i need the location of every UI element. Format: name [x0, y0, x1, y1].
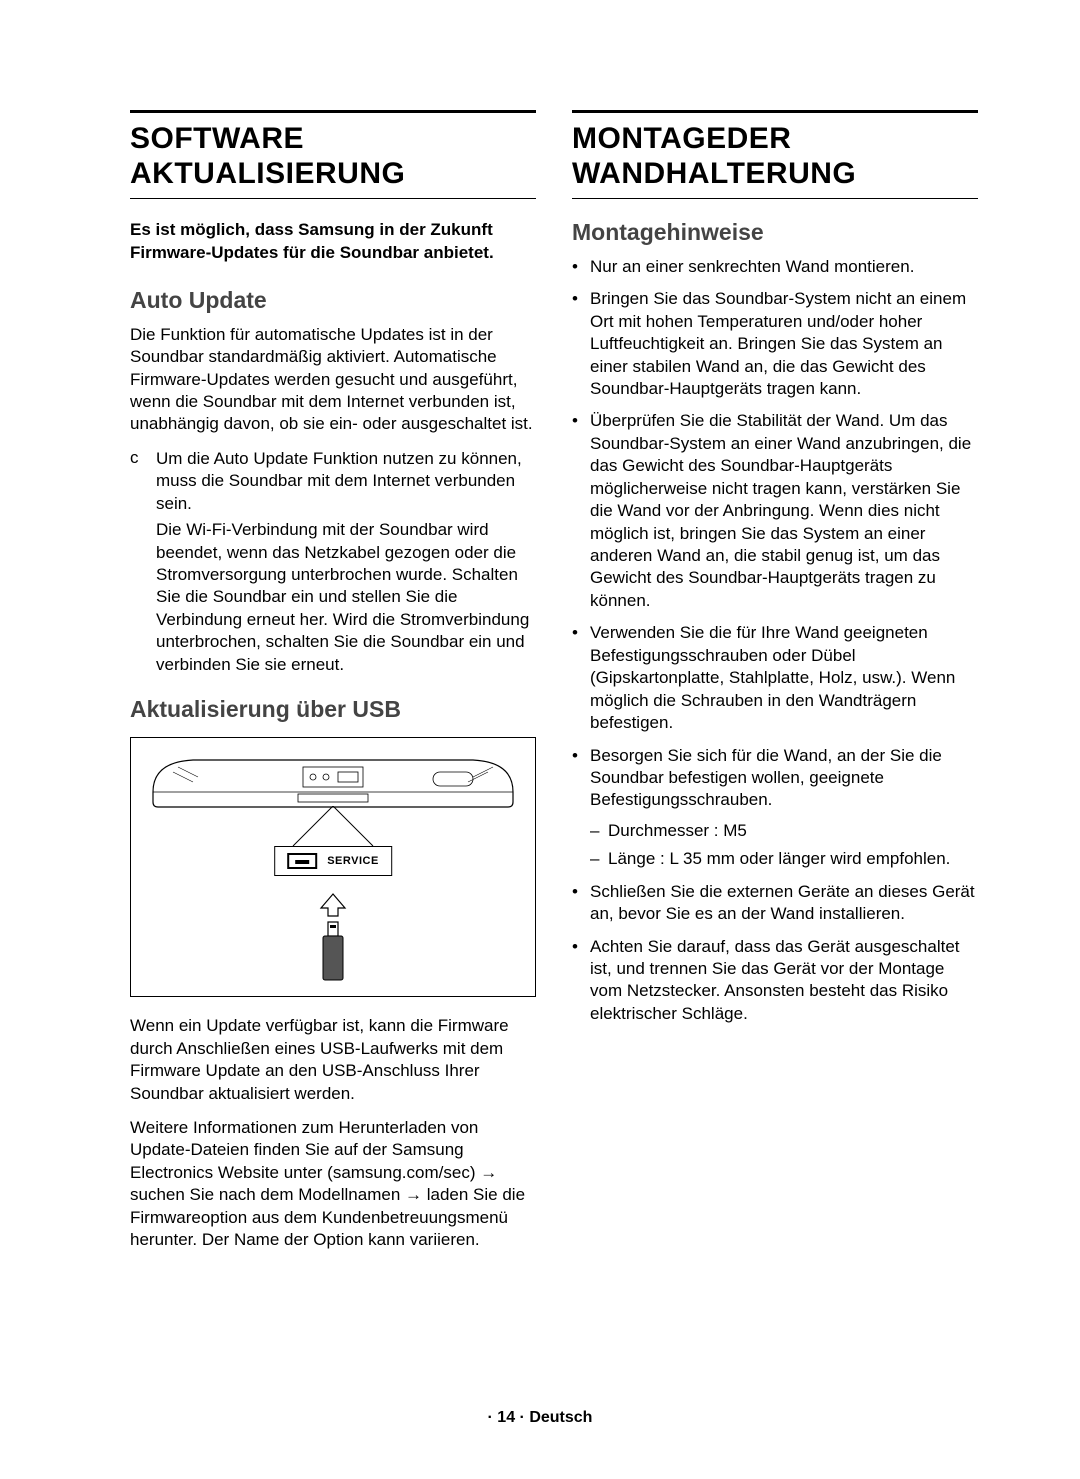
page: SOFTWARE AKTUALISIERUNG Es ist möglich, …: [0, 0, 1080, 1264]
heading-usb-update: Aktualisierung über USB: [130, 696, 536, 723]
usb-stick-icon: [320, 920, 346, 984]
list-item: Nur an einer senkrechten Wand montieren.: [572, 256, 978, 278]
soundbar-illustration: [141, 752, 525, 814]
usb-update-diagram: SERVICE: [130, 737, 536, 997]
heading-auto-update: Auto Update: [130, 287, 536, 314]
section-rule: [572, 110, 978, 113]
usb-port-icon: [287, 853, 317, 869]
note-body-1: Um die Auto Update Funktion nutzen zu kö…: [156, 448, 536, 515]
sub-list-item: Durchmesser : M5: [590, 820, 978, 842]
section-title-software: SOFTWARE AKTUALISIERUNG: [130, 121, 536, 199]
intro-text: Es ist möglich, dass Samsung in der Zuku…: [130, 219, 536, 265]
left-column: SOFTWARE AKTUALISIERUNG Es ist möglich, …: [130, 110, 536, 1264]
screw-spec-sublist: Durchmesser : M5 Länge : L 35 mm oder lä…: [590, 820, 978, 871]
service-label: SERVICE: [327, 855, 379, 867]
two-column-layout: SOFTWARE AKTUALISIERUNG Es ist möglich, …: [130, 110, 978, 1264]
section-rule: [130, 110, 536, 113]
note-marker: c: [130, 448, 146, 515]
list-item: Schließen Sie die externen Geräte an die…: [572, 881, 978, 926]
note-body-2: Die Wi-Fi-Verbindung mit der Soundbar wi…: [156, 519, 536, 676]
pointer-lines: [288, 806, 378, 846]
heading-mounting-hints: Montagehinweise: [572, 219, 978, 246]
note-row: c Um die Auto Update Funktion nutzen zu …: [130, 448, 536, 515]
page-footer: · 14 · Deutsch: [0, 1409, 1080, 1427]
usb-paragraph-1: Wenn ein Update verfügbar ist, kann die …: [130, 1015, 536, 1105]
list-item: Verwenden Sie die für Ihre Wand geeignet…: [572, 622, 978, 734]
service-port-callout: SERVICE: [274, 846, 392, 876]
list-item: Achten Sie darauf, dass das Gerät ausges…: [572, 936, 978, 1026]
up-arrow-icon: [318, 892, 348, 923]
mounting-hints-list: Nur an einer senkrechten Wand montieren.…: [572, 256, 978, 1026]
right-column: MONTAGEDER WANDHALTERUNG Montagehinweise…: [572, 110, 978, 1264]
auto-update-paragraph: Die Funktion für automatische Updates is…: [130, 324, 536, 436]
list-item: Besorgen Sie sich für die Wand, an der S…: [572, 745, 978, 871]
list-item-text: Besorgen Sie sich für die Wand, an der S…: [590, 746, 942, 810]
list-item: Bringen Sie das Soundbar-System nicht an…: [572, 288, 978, 400]
list-item: Überprüfen Sie die Stabilität der Wand. …: [572, 410, 978, 612]
sub-list-item: Länge : L 35 mm oder länger wird empfohl…: [590, 848, 978, 870]
usb-paragraph-2: Weitere Informationen zum Herunterladen …: [130, 1117, 536, 1252]
section-title-mounting: MONTAGEDER WANDHALTERUNG: [572, 121, 978, 199]
